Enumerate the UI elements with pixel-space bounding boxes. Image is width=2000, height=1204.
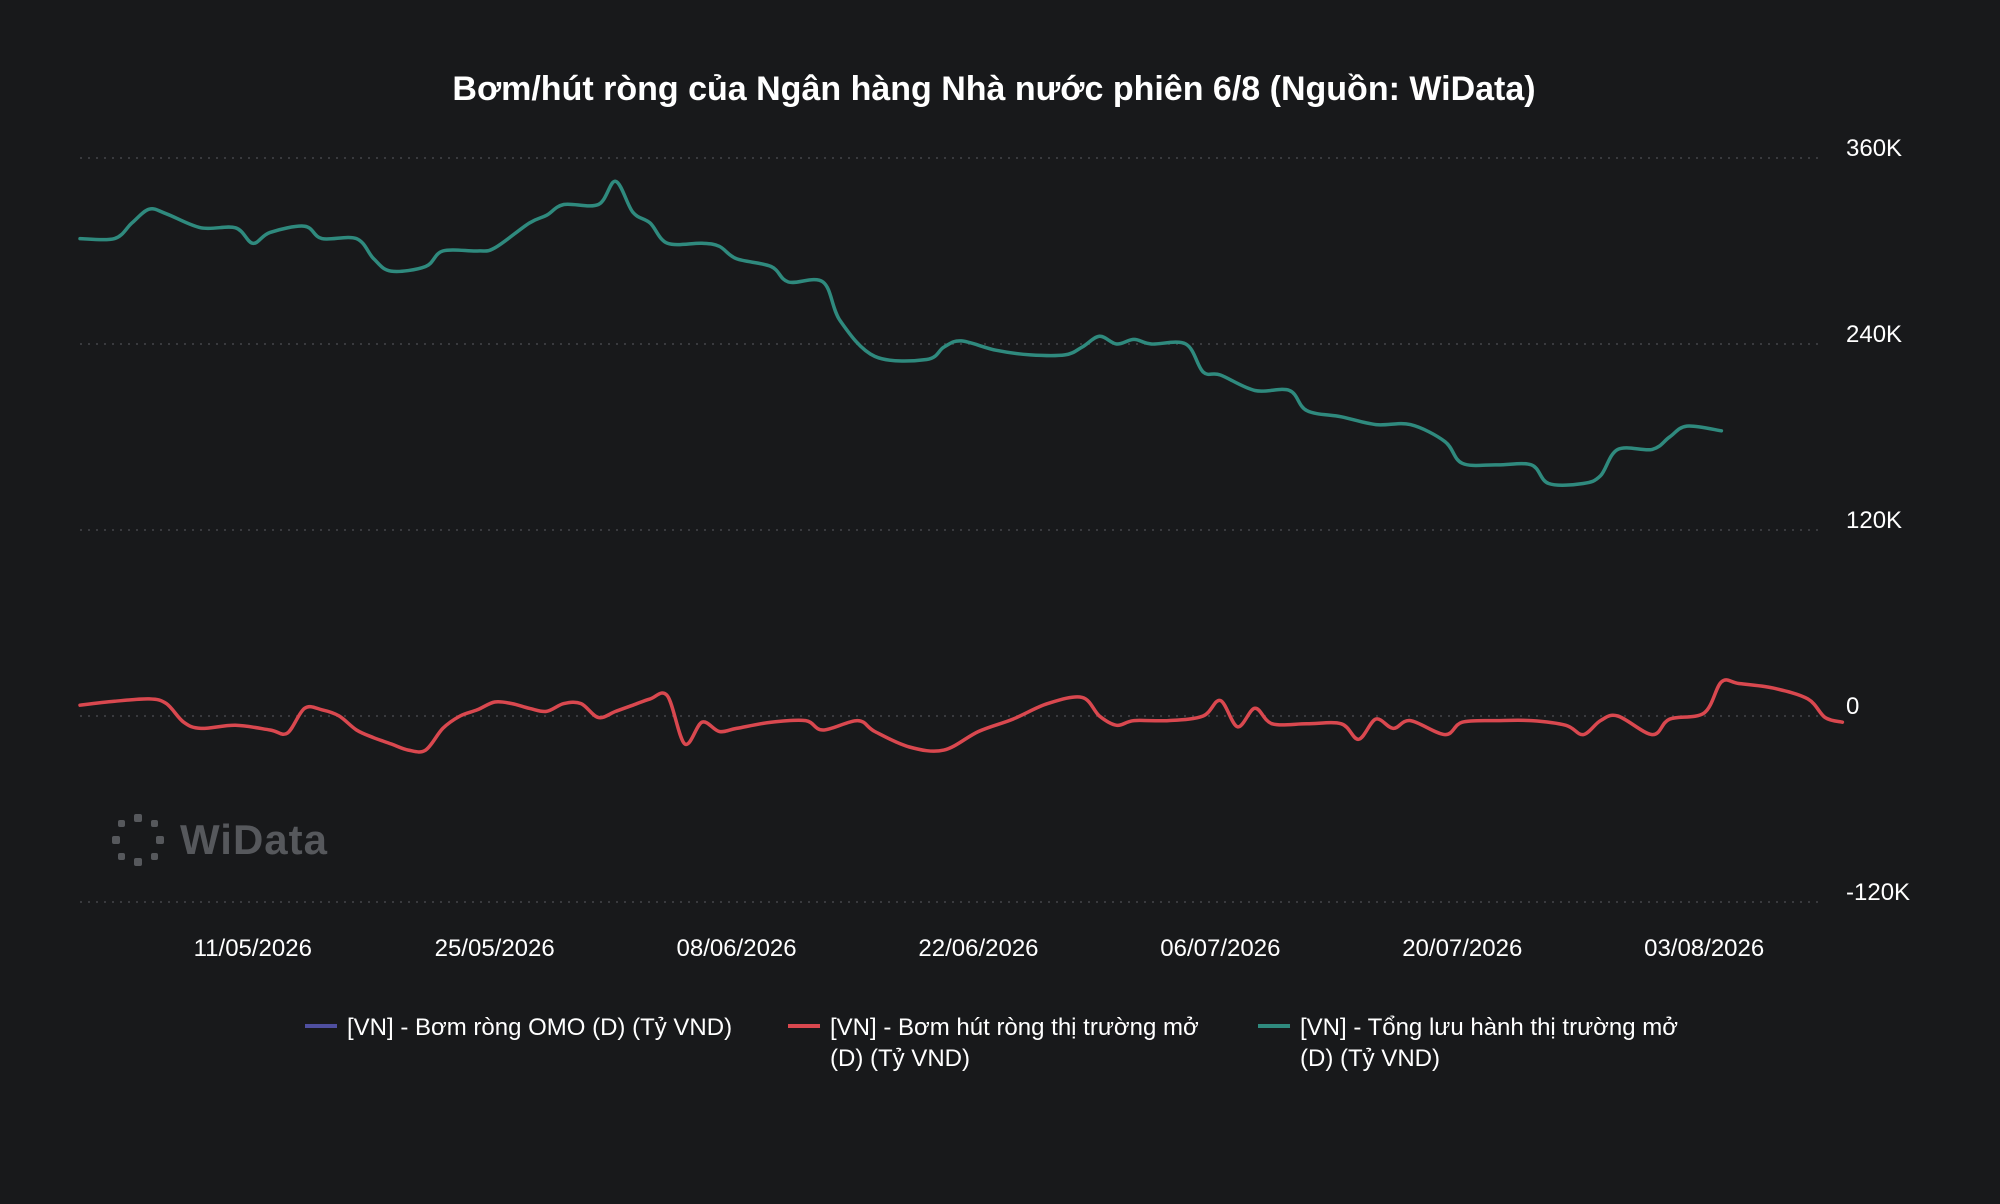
watermark-text: WiData bbox=[180, 816, 328, 863]
legend-swatch-outstanding bbox=[1258, 1024, 1290, 1028]
x-tick-label: 25/05/2026 bbox=[435, 935, 555, 962]
x-tick-label: 03/08/2026 bbox=[1644, 935, 1764, 962]
legend-swatch-open-market bbox=[788, 1024, 820, 1028]
legend-label-outstanding: [VN] - Tổng lưu hành thị trường mở (D) (… bbox=[1300, 1014, 1678, 1072]
x-tick-label: 20/07/2026 bbox=[1402, 935, 1522, 962]
series-line-open-market bbox=[78, 678, 1845, 754]
legend-item-omo[interactable]: [VN] - Bơm ròng OMO (D) (Tỷ VND) bbox=[305, 1012, 747, 1043]
y-tick-label: 240K bbox=[1846, 321, 1902, 348]
legend-item-open-market[interactable]: [VN] - Bơm hút ròng thị trường mở (D) (T… bbox=[788, 1012, 1230, 1074]
x-tick-label: 22/06/2026 bbox=[918, 935, 1038, 962]
y-tick-label: -120K bbox=[1846, 879, 1910, 906]
widata-watermark: WiData bbox=[110, 812, 328, 868]
widata-logo-icon bbox=[112, 814, 164, 866]
series-layer bbox=[78, 179, 1845, 754]
legend-label-open-market: [VN] - Bơm hút ròng thị trường mở (D) (T… bbox=[830, 1014, 1199, 1072]
chart-title: Bơm/hút ròng của Ngân hàng Nhà nước phiê… bbox=[452, 70, 1536, 108]
series-line-outstanding bbox=[78, 179, 1724, 487]
legend-swatch-omo bbox=[305, 1024, 337, 1028]
x-tick-label: 11/05/2026 bbox=[194, 935, 312, 962]
x-tick-label: 06/07/2026 bbox=[1160, 935, 1280, 962]
y-tick-label: 120K bbox=[1846, 507, 1902, 534]
legend-label-omo: [VN] - Bơm ròng OMO (D) (Tỷ VND) bbox=[347, 1014, 733, 1041]
x-axis-ticks: 11/05/2026 25/05/2026 08/06/2026 22/06/2026… bbox=[194, 935, 1765, 962]
y-tick-label: 0 bbox=[1846, 693, 1859, 720]
x-tick-label: 08/06/2026 bbox=[677, 935, 797, 962]
y-tick-label: 360K bbox=[1846, 135, 1902, 162]
grid-layer bbox=[80, 157, 1822, 903]
y-axis-ticks: 360K 240K 120K 0 -120K bbox=[1846, 135, 1910, 906]
legend-item-outstanding[interactable]: [VN] - Tổng lưu hành thị trường mở (D) (… bbox=[1258, 1012, 1700, 1074]
